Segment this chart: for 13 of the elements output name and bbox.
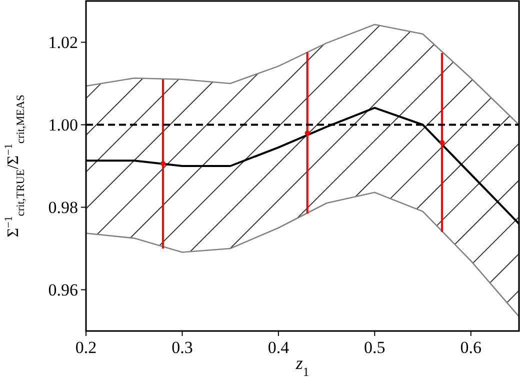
point [160, 161, 166, 166]
y-tick-label: 0.98 [48, 198, 78, 218]
x-tick-label: 0.6 [460, 338, 482, 357]
point [304, 130, 310, 136]
x-tick-label: 0.4 [268, 338, 290, 357]
x-tick-label: 0.5 [364, 338, 386, 357]
point [440, 140, 445, 146]
y-tick-label: 1.02 [48, 33, 78, 52]
x-axis-title: z$_{1}$ [294, 353, 310, 379]
x-tick-label: 0.2 [75, 338, 97, 357]
x-tick-label: 0.3 [172, 338, 193, 357]
y-tick-label: 0.96 [48, 280, 78, 300]
y-tick-label: 1.00 [48, 116, 78, 135]
